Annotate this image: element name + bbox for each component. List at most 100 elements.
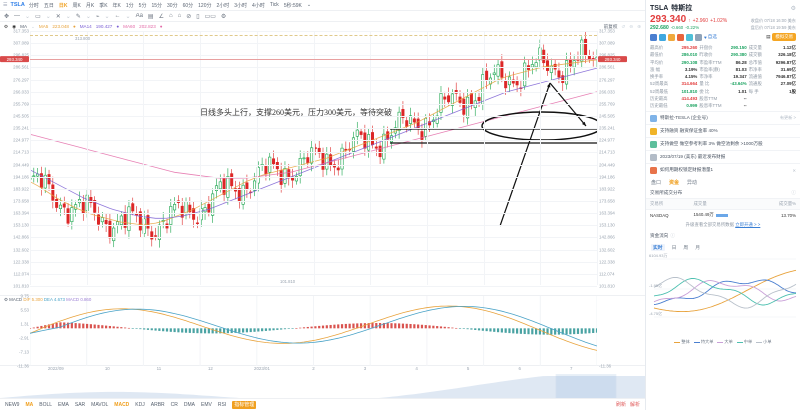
symbol-period-bar[interactable]: ☰ TSLA 分时 五日 日K 周K 月K 季K 年K 1分 5分 15分 30…: [0, 0, 645, 11]
fib-icon[interactable]: ✕: [55, 13, 61, 20]
info-row[interactable]: 支持做空 做空参考利率 3% 做空池剩余 >1000万股: [646, 137, 800, 150]
period-30m[interactable]: 30分: [167, 2, 178, 9]
period-niank[interactable]: 年K: [112, 2, 121, 9]
refresh-button[interactable]: 刷新: [615, 402, 626, 408]
analysis-button[interactable]: 解析: [629, 402, 640, 408]
fund-help-icon[interactable]: ⓘ: [670, 233, 675, 239]
indicator-ema[interactable]: EMA: [58, 401, 69, 408]
indicator-settings-icon[interactable]: ⚙: [4, 23, 9, 29]
period-dropdown-icon[interactable]: ⌄: [306, 2, 312, 8]
indicator-kdj[interactable]: KDJ: [135, 401, 145, 408]
indicator-emv[interactable]: EMV: [201, 401, 212, 408]
zoom-out-icon[interactable]: ⊖: [629, 23, 634, 29]
info-row[interactable]: 如何用期权锁定财报潜量1 ✕: [646, 163, 800, 176]
info-row[interactable]: 支持融资 融资保证金率 40%: [646, 124, 800, 137]
line-icon[interactable]: —: [14, 13, 21, 19]
trash-icon[interactable]: ▯: [196, 13, 200, 20]
period-zhouk[interactable]: 周K: [72, 2, 81, 9]
period-3h[interactable]: 3小时: [234, 2, 248, 9]
simulated-trade-button[interactable]: 模拟交易: [772, 33, 796, 41]
indicator-new9[interactable]: NEW9: [5, 401, 20, 408]
fund-tab-month[interactable]: 月: [695, 246, 701, 252]
settings-icon[interactable]: ⚙: [220, 13, 227, 20]
indicator-bar[interactable]: NEW9 MA BOLL EMA SAR MAVOL MACD KDJ ARBR…: [0, 398, 645, 410]
macd-plot-area[interactable]: [30, 296, 597, 366]
magnet-dropdown-icon[interactable]: ⌄: [104, 13, 110, 20]
tab-yidong[interactable]: 异动: [687, 180, 698, 187]
line-dropdown-icon[interactable]: ⌄: [25, 13, 31, 20]
ma-dropdown-icon[interactable]: ⌄: [31, 23, 35, 29]
restore-right-label[interactable]: 前复权: [603, 23, 618, 29]
indicator-ma[interactable]: MA: [25, 401, 34, 408]
info-row-action[interactable]: ✕: [792, 167, 796, 173]
rect-dropdown-icon[interactable]: ⌄: [45, 13, 51, 20]
fullscreen-icon[interactable]: [695, 33, 702, 41]
period-tick[interactable]: Tick: [269, 2, 279, 8]
period-120m[interactable]: 120分: [198, 2, 212, 9]
lock-icon[interactable]: ⌂: [168, 13, 173, 19]
price-chart[interactable]: 317.353 307.089 296.825 286.561 276.297 266.0…: [0, 29, 645, 296]
drawn-ellipse[interactable]: [481, 111, 597, 141]
menu-icon[interactable]: ☰: [3, 2, 8, 8]
hide-icon[interactable]: ⊘: [186, 13, 192, 20]
info-row[interactable]: 特斯拉-TESLA (企业号) 有更新 >: [646, 111, 800, 124]
arrow-dropdown-icon[interactable]: ⌄: [125, 13, 131, 20]
period-4h[interactable]: 4小时: [252, 2, 265, 9]
indicator-macd[interactable]: MACD: [114, 401, 130, 408]
text-icon[interactable]: Aa: [135, 13, 143, 19]
drawn-arrow-up[interactable]: [499, 82, 551, 227]
favorite-button[interactable]: ♥ 自选: [704, 34, 717, 40]
calendar-icon[interactable]: [668, 33, 675, 41]
compare-icon[interactable]: [686, 33, 693, 41]
macd-settings-icon[interactable]: ⚙: [4, 297, 8, 302]
chart-icon[interactable]: [650, 33, 657, 41]
fund-tab-week[interactable]: 周: [683, 246, 689, 252]
quick-action-icons[interactable]: ♥ 自选 ▤ 模拟交易: [650, 33, 796, 41]
price-plot-area[interactable]: 313.800 101.810: [30, 31, 598, 287]
trade-actions[interactable]: ▤ 模拟交易: [766, 33, 796, 41]
tab-pankou[interactable]: 盘口: [651, 180, 662, 187]
upgrade-row[interactable]: 升级查看全部交易所数据 立即开通 > >: [646, 220, 800, 231]
fund-tab-realtime[interactable]: 实时: [651, 244, 665, 252]
period-15m[interactable]: 15分: [151, 2, 163, 9]
magnet-icon[interactable]: ⌁: [95, 13, 100, 20]
news-icon[interactable]: [677, 33, 684, 41]
eye-icon[interactable]: ⌂: [177, 13, 182, 19]
fund-flow-chart[interactable]: 6104.93万 -1.95亿 -4.75亿: [648, 253, 798, 338]
chart-overview-strip[interactable]: [0, 374, 645, 400]
period-fenshi[interactable]: 分时: [28, 2, 39, 9]
macd-chart[interactable]: ⚙ MACD DIF 5.300 DEA 4.673 MACD 0.860 9.…: [0, 294, 645, 369]
period-2h[interactable]: 2小时: [216, 2, 230, 9]
panel-tabs[interactable]: 盘口 资金 异动: [646, 176, 800, 188]
fib-dropdown-icon[interactable]: ⌄: [65, 13, 71, 20]
angle-icon[interactable]: ∠: [158, 13, 164, 20]
undo-icon[interactable]: ↺: [621, 23, 626, 29]
indicator-arbr[interactable]: ARBR: [150, 401, 165, 408]
period-5m[interactable]: 5分: [138, 2, 147, 9]
period-5s[interactable]: 5秒:59K: [283, 2, 302, 9]
crosshair-icon[interactable]: ✥: [4, 13, 10, 20]
gear-icon[interactable]: ⚙: [790, 5, 796, 12]
indicator-rsi[interactable]: RSI: [217, 401, 227, 408]
period-rik[interactable]: 日K: [58, 2, 68, 9]
indicator-cr[interactable]: CR: [170, 401, 178, 408]
zoom-in-icon[interactable]: ⊕: [637, 23, 641, 29]
fund-tab-day[interactable]: 日: [671, 246, 677, 252]
help-icon[interactable]: ⓘ: [791, 190, 796, 196]
indicator-sar[interactable]: SAR: [74, 401, 86, 408]
trade-icon[interactable]: ▤: [766, 34, 771, 39]
note-icon[interactable]: ▤: [147, 13, 154, 20]
period-jik[interactable]: 季K: [99, 2, 108, 9]
rect-icon[interactable]: ▭: [35, 13, 41, 20]
info-row[interactable]: 2023/07/19 (美东) 最近发布财报: [646, 150, 800, 163]
overview-selection-handle[interactable]: [555, 374, 617, 400]
upgrade-link[interactable]: 立即开通 > >: [735, 222, 761, 228]
brush-icon[interactable]: ✎: [75, 13, 81, 20]
brush-dropdown-icon[interactable]: ⌄: [85, 13, 91, 20]
indicator-boll[interactable]: BOLL: [39, 401, 53, 408]
ma-title[interactable]: MA: [20, 24, 28, 29]
arrow-icon[interactable]: ←: [114, 13, 121, 19]
indicator-visible-icon[interactable]: ◉: [12, 23, 17, 29]
indicator-manage-button[interactable]: 指标管理: [232, 400, 257, 409]
measure-icon[interactable]: ▭▭: [204, 13, 216, 20]
